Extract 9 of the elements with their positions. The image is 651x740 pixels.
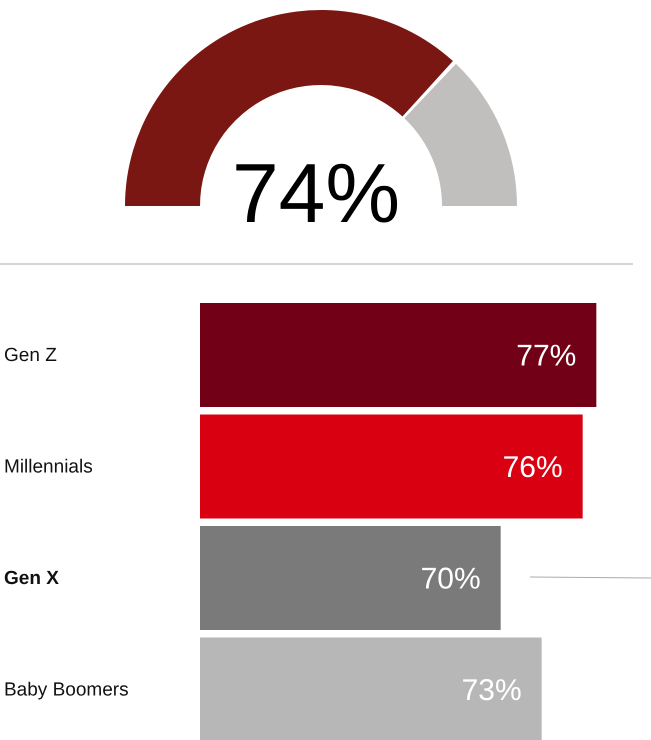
y-tick-label: Baby Boomers xyxy=(4,679,129,700)
data-label: 77% xyxy=(516,340,576,373)
data-label: 73% xyxy=(462,674,522,708)
y-tick-label: Gen X xyxy=(4,568,60,589)
data-label: 70% xyxy=(420,562,481,596)
data-label: 74% xyxy=(232,146,400,240)
y-tick-label: Gen Z xyxy=(4,344,58,366)
y-tick-label: Millennials xyxy=(4,456,93,478)
data-label: 76% xyxy=(502,451,563,484)
